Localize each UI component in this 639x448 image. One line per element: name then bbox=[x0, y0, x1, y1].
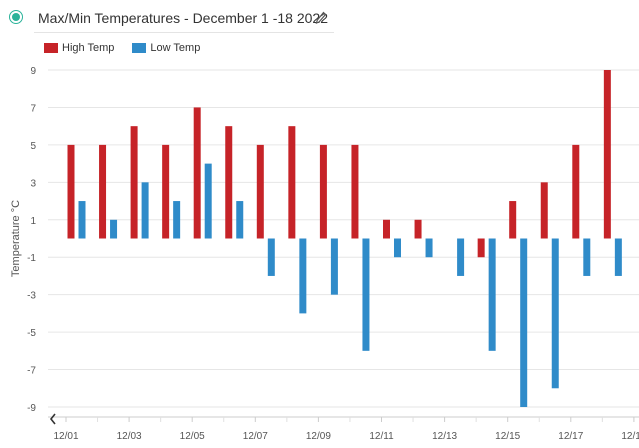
bar-low-12-08 bbox=[299, 238, 307, 314]
y-axis-title: Temperature °C bbox=[10, 200, 22, 277]
bar-high-12-12 bbox=[414, 219, 422, 239]
bar-low-12-03 bbox=[141, 182, 149, 239]
bar-low-12-10 bbox=[362, 238, 370, 351]
y-tick-label: 3 bbox=[30, 178, 36, 189]
x-tick-label: 12/07 bbox=[243, 431, 268, 442]
bar-high-12-10 bbox=[351, 144, 359, 239]
y-tick-label: 5 bbox=[30, 141, 36, 152]
legend-label-low: Low Temp bbox=[150, 42, 201, 54]
bar-high-12-15 bbox=[509, 201, 517, 239]
chart-header: Max/Min Temperatures - December 1 -18 20… bbox=[0, 0, 639, 36]
bar-low-12-18 bbox=[614, 238, 622, 276]
bar-low-12-14 bbox=[488, 238, 496, 351]
bar-low-12-16 bbox=[551, 238, 559, 389]
legend-item-low[interactable]: Low Temp bbox=[132, 42, 200, 54]
legend-swatch-low bbox=[132, 43, 147, 53]
y-tick-label: -1 bbox=[27, 253, 36, 264]
y-tick-label: 7 bbox=[30, 103, 36, 114]
title-underline bbox=[34, 32, 334, 33]
bar-high-12-09 bbox=[319, 144, 327, 239]
bar-high-12-16 bbox=[540, 182, 548, 239]
y-tick-label: 1 bbox=[30, 216, 36, 227]
x-tick-label: 12/15 bbox=[495, 431, 520, 442]
bar-high-12-03 bbox=[130, 126, 138, 239]
y-tick-label: -5 bbox=[27, 328, 36, 339]
bar-high-12-02 bbox=[99, 144, 107, 239]
bar-low-12-15 bbox=[520, 238, 528, 407]
bar-high-12-04 bbox=[162, 144, 170, 239]
y-tick-label: -9 bbox=[27, 403, 36, 414]
x-tick-label: 12/13 bbox=[432, 431, 457, 442]
legend-item-high[interactable]: High Temp bbox=[44, 42, 114, 54]
bar-high-12-05 bbox=[193, 107, 201, 239]
bar-low-12-01 bbox=[78, 201, 86, 239]
bar-low-12-17 bbox=[583, 238, 591, 276]
radio-selected-icon[interactable] bbox=[9, 10, 23, 24]
legend-label-high: High Temp bbox=[62, 42, 115, 54]
y-tick-label: -3 bbox=[27, 291, 36, 302]
bar-high-12-01 bbox=[67, 144, 75, 239]
legend-swatch-high bbox=[44, 43, 58, 53]
x-tick-label: 12/03 bbox=[117, 431, 142, 442]
bar-low-12-05 bbox=[204, 163, 212, 239]
bar-high-12-17 bbox=[572, 144, 580, 239]
y-tick-label: -7 bbox=[27, 366, 36, 377]
bar-high-12-08 bbox=[288, 126, 296, 239]
scroll-left-icon[interactable] bbox=[48, 412, 58, 428]
bar-low-12-06 bbox=[236, 201, 244, 239]
chart-title: Max/Min Temperatures - December 1 -18 20… bbox=[38, 10, 328, 26]
y-tick-label: 9 bbox=[30, 66, 36, 77]
bar-low-12-02 bbox=[110, 219, 118, 239]
bar-high-12-11 bbox=[383, 219, 390, 239]
bar-low-12-13 bbox=[457, 238, 465, 276]
bar-high-12-14 bbox=[477, 238, 485, 258]
x-tick-label: 12/05 bbox=[180, 431, 205, 442]
x-tick-label: 12/11 bbox=[369, 431, 394, 442]
pencil-icon[interactable] bbox=[315, 11, 327, 25]
x-tick-label: 12/01 bbox=[53, 431, 78, 442]
bar-low-12-07 bbox=[267, 238, 275, 276]
x-tick-label: 12/19 bbox=[621, 431, 639, 442]
bar-low-12-09 bbox=[330, 238, 338, 295]
bar-high-12-18 bbox=[603, 70, 611, 239]
bar-low-12-04 bbox=[173, 201, 181, 239]
x-tick-label: 12/09 bbox=[306, 431, 331, 442]
bar-low-12-11 bbox=[394, 238, 401, 258]
bar-low-12-12 bbox=[425, 238, 433, 258]
bar-high-12-07 bbox=[256, 144, 264, 239]
chart-legend: High Temp Low Temp bbox=[44, 41, 218, 55]
bar-high-12-06 bbox=[225, 126, 233, 239]
x-tick-label: 12/17 bbox=[558, 431, 583, 442]
